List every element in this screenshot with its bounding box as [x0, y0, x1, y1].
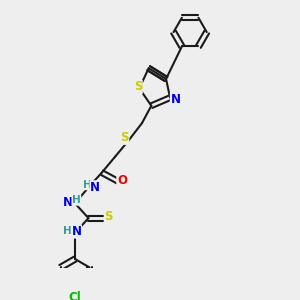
Text: H: H — [83, 180, 92, 190]
Text: S: S — [120, 131, 129, 144]
Text: N: N — [170, 92, 180, 106]
Text: H: H — [63, 226, 71, 236]
Text: S: S — [104, 210, 113, 223]
Text: O: O — [117, 174, 127, 187]
Text: N: N — [71, 225, 81, 238]
Text: N: N — [90, 181, 100, 194]
Text: N: N — [63, 196, 74, 208]
Text: H: H — [72, 195, 81, 205]
Text: Cl: Cl — [69, 291, 81, 300]
Text: S: S — [134, 80, 142, 94]
